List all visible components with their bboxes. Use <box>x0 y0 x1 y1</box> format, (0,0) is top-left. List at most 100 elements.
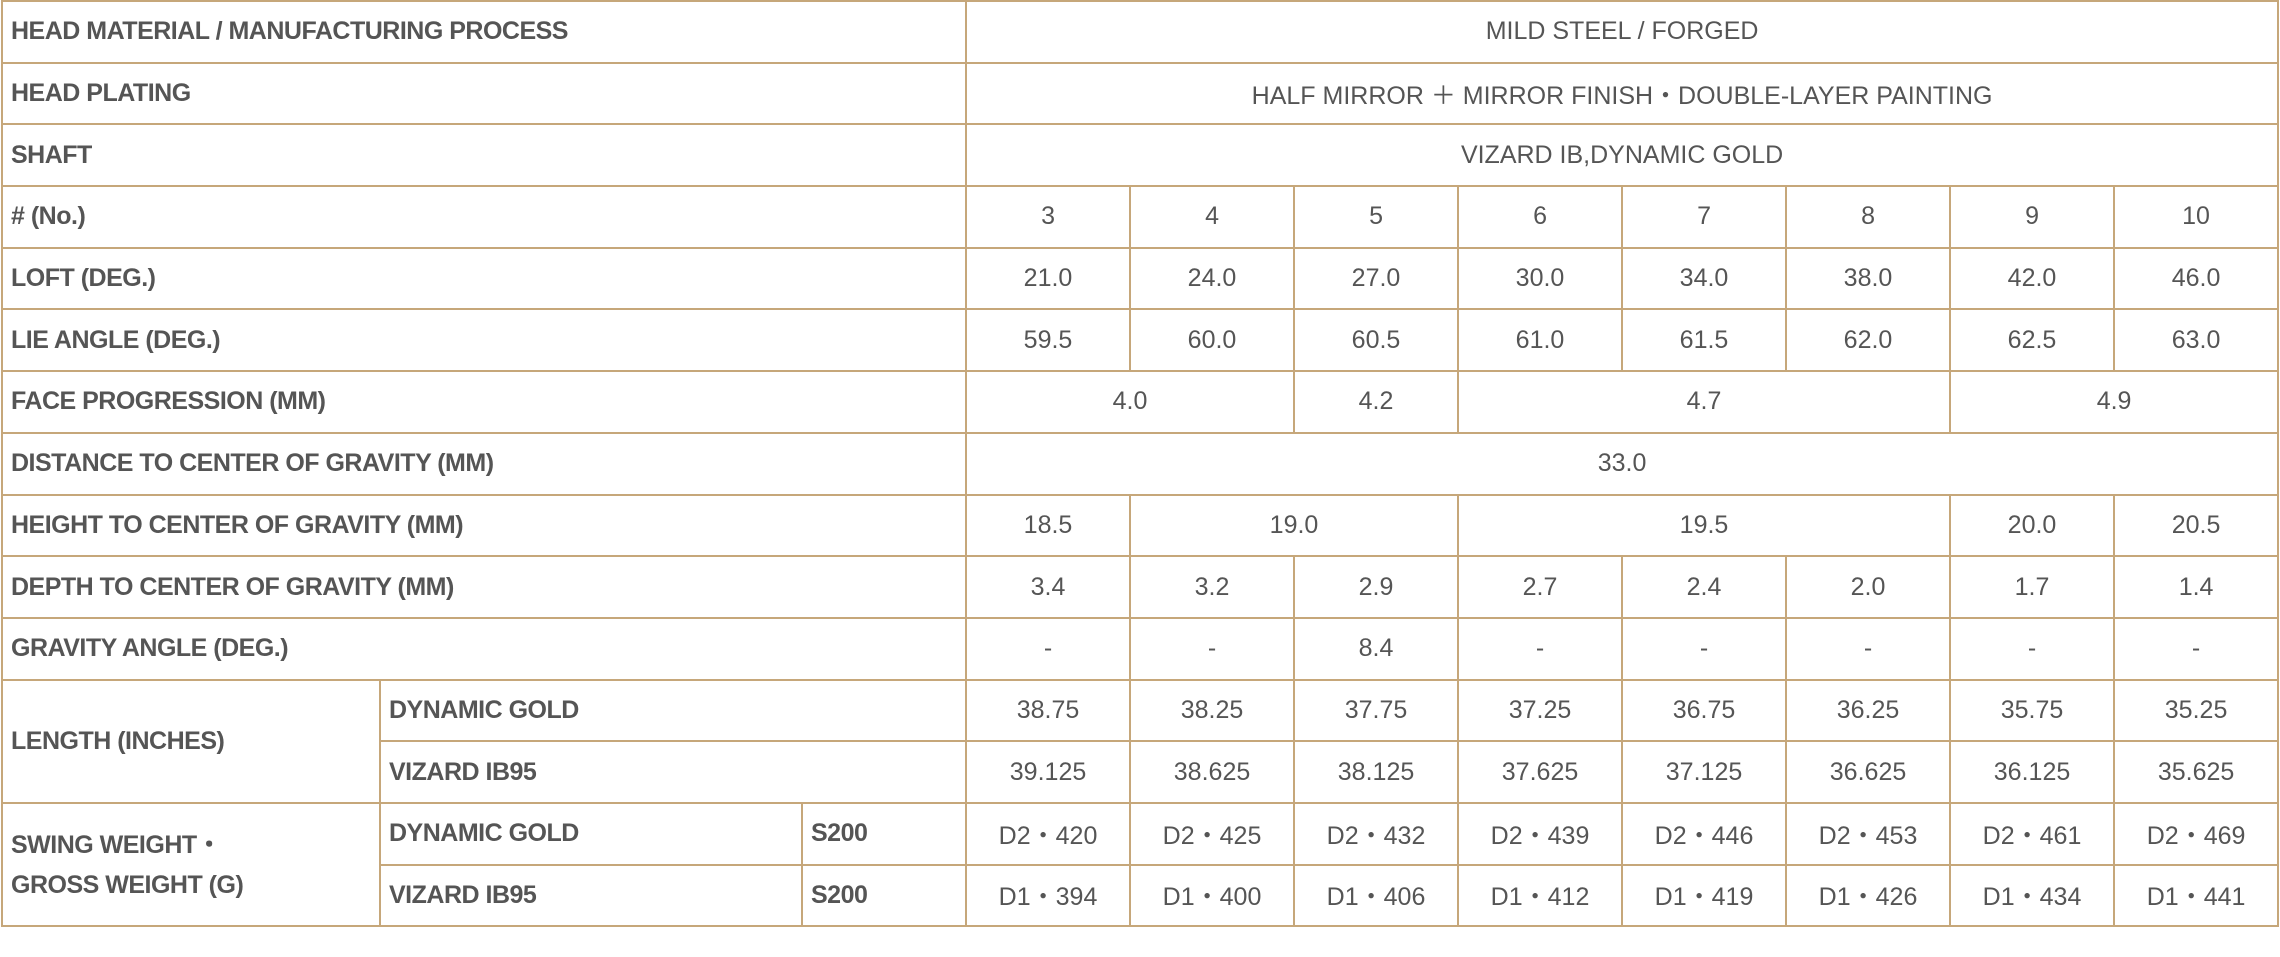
value-cell: 30.0 <box>1457 246 1624 311</box>
value-cell: 38.625 <box>1129 740 1296 804</box>
value-cell: 20.5 <box>2113 493 2280 558</box>
value-cell: - <box>1621 616 1788 681</box>
value-cell: - <box>965 616 1132 681</box>
value-cell: D1・412 <box>1457 863 1624 928</box>
row-label-line: GROSS WEIGHT (G) <box>11 870 244 899</box>
value-cell: 19.0 <box>1129 493 1460 558</box>
value-cell: 63.0 <box>2113 308 2280 373</box>
value-cell: 8 <box>1785 185 1952 249</box>
value-cell: 62.5 <box>1949 308 2116 373</box>
value-cell: 1.4 <box>2113 555 2280 619</box>
row-label: HEAD MATERIAL / MANUFACTURING PROCESS <box>0 0 968 64</box>
row-label: GRAVITY ANGLE (DEG.) <box>0 616 968 681</box>
shaft-label: VIZARD IB95 <box>379 863 803 928</box>
value-cell: 20.0 <box>1949 493 2116 558</box>
table-row: # (No.) 3 4 5 6 7 8 9 10 <box>0 185 2280 249</box>
value-cell: 61.5 <box>1621 308 1788 373</box>
shaft-label: DYNAMIC GOLD <box>379 801 803 866</box>
value-cell: 4.9 <box>1949 370 2280 434</box>
table-row: LIE ANGLE (DEG.) 59.5 60.0 60.5 61.0 61.5 62.0… <box>0 308 2280 373</box>
value-cell: 59.5 <box>965 308 1132 373</box>
value-cell: 46.0 <box>2113 246 2280 311</box>
value-cell: 19.5 <box>1457 493 1952 558</box>
row-label: SHAFT <box>0 123 968 188</box>
row-label: LOFT (DEG.) <box>0 246 968 311</box>
row-label: LENGTH (INCHES) <box>1 678 381 804</box>
row-label: LIE ANGLE (DEG.) <box>0 308 968 373</box>
value-cell: 33.0 <box>965 431 2280 496</box>
row-label: HEAD PLATING <box>0 61 968 126</box>
table-row: HEAD PLATING HALF MIRROR ＋ MIRROR FINISH・… <box>0 61 2280 126</box>
value-cell: 38.25 <box>1129 678 1296 743</box>
value-cell: D1・434 <box>1949 863 2116 928</box>
flex-label: S200 <box>800 801 968 866</box>
value-cell: - <box>1785 616 1952 681</box>
value-cell: 4.0 <box>965 370 1296 434</box>
value-cell: 39.125 <box>965 740 1132 804</box>
value-cell: 2.4 <box>1621 555 1788 619</box>
value-cell: 36.75 <box>1621 678 1788 743</box>
value-cell: 60.0 <box>1129 308 1296 373</box>
value-cell: 34.0 <box>1621 246 1788 311</box>
value-cell: 3.2 <box>1129 555 1296 619</box>
row-label: SWING WEIGHT・ GROSS WEIGHT (G) <box>1 801 381 928</box>
value-cell: MILD STEEL / FORGED <box>965 0 2280 64</box>
value-cell: 60.5 <box>1293 308 1460 373</box>
value-cell: 37.125 <box>1621 740 1788 804</box>
value-cell: 35.25 <box>2113 678 2280 743</box>
value-cell: 4.2 <box>1293 370 1460 434</box>
value-cell: - <box>1457 616 1624 681</box>
shaft-label: DYNAMIC GOLD <box>378 678 968 743</box>
value-cell: D2・425 <box>1129 801 1296 866</box>
table-row: HEAD MATERIAL / MANUFACTURING PROCESS MIL… <box>0 0 2280 64</box>
row-label: HEIGHT TO CENTER OF GRAVITY (MM) <box>0 493 968 558</box>
value-cell: 37.75 <box>1293 678 1460 743</box>
value-cell: D2・446 <box>1621 801 1788 866</box>
value-cell: 36.25 <box>1785 678 1952 743</box>
row-label: DISTANCE TO CENTER OF GRAVITY (MM) <box>0 431 968 496</box>
table-row: SHAFT VIZARD IB,DYNAMIC GOLD <box>0 123 2280 188</box>
value-cell: 8.4 <box>1293 616 1460 681</box>
flex-label: S200 <box>800 863 968 928</box>
value-cell: D2・420 <box>965 801 1132 866</box>
value-cell: 10 <box>2113 185 2280 249</box>
value-cell: - <box>1129 616 1296 681</box>
row-label-line: SWING WEIGHT・ <box>11 830 222 859</box>
value-cell: D2・453 <box>1785 801 1952 866</box>
value-cell: 21.0 <box>965 246 1132 311</box>
value-cell: 5 <box>1293 185 1460 249</box>
table-row: HEIGHT TO CENTER OF GRAVITY (MM) 18.5 19.0… <box>0 493 2280 558</box>
value-cell: VIZARD IB,DYNAMIC GOLD <box>965 123 2280 188</box>
shaft-label: VIZARD IB95 <box>378 740 968 804</box>
value-cell: HALF MIRROR ＋ MIRROR FINISH・DOUBLE-LAYER… <box>965 61 2280 126</box>
value-cell: 61.0 <box>1457 308 1624 373</box>
value-cell: D1・441 <box>2113 863 2280 928</box>
value-cell: D1・400 <box>1129 863 1296 928</box>
value-cell: 4 <box>1129 185 1296 249</box>
table-row: FACE PROGRESSION (MM) 4.0 4.2 4.7 4.9 <box>0 370 2280 434</box>
value-cell: 3.4 <box>965 555 1132 619</box>
value-cell: 9 <box>1949 185 2116 249</box>
value-cell: 24.0 <box>1129 246 1296 311</box>
value-cell: D1・394 <box>965 863 1132 928</box>
table-row: DISTANCE TO CENTER OF GRAVITY (MM) 33.0 <box>0 431 2280 496</box>
value-cell: D2・469 <box>2113 801 2280 866</box>
value-cell: 2.0 <box>1785 555 1952 619</box>
value-cell: 27.0 <box>1293 246 1460 311</box>
value-cell: D2・461 <box>1949 801 2116 866</box>
value-cell: 38.75 <box>965 678 1132 743</box>
value-cell: 2.7 <box>1457 555 1624 619</box>
spec-table: HEAD MATERIAL / MANUFACTURING PROCESS MIL… <box>0 0 2280 928</box>
value-cell: 4.7 <box>1457 370 1952 434</box>
value-cell: D2・432 <box>1293 801 1460 866</box>
value-cell: D2・439 <box>1457 801 1624 866</box>
table-row: DEPTH TO CENTER OF GRAVITY (MM) 3.4 3.2 2.9… <box>0 555 2280 619</box>
table-row: LENGTH (INCHES) DYNAMIC GOLD 38.75 38.25 37.… <box>1 678 2280 804</box>
row-label: # (No.) <box>0 185 968 249</box>
value-cell: 35.75 <box>1949 678 2116 743</box>
spec-table-body: HEAD MATERIAL / MANUFACTURING PROCESS MIL… <box>0 0 2280 928</box>
value-cell: D1・419 <box>1621 863 1788 928</box>
value-cell: 38.0 <box>1785 246 1952 311</box>
value-cell: 18.5 <box>965 493 1132 558</box>
value-cell: 38.125 <box>1293 740 1460 804</box>
